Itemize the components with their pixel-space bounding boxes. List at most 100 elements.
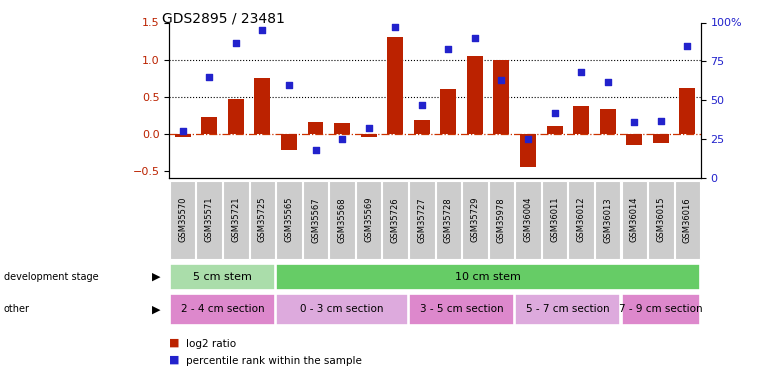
Point [548,110,561,116]
Bar [467,56,483,134]
FancyBboxPatch shape [489,180,514,259]
Text: GSM35726: GSM35726 [390,197,400,243]
Point [336,136,348,142]
Point [256,27,269,33]
Bar [254,78,270,134]
Point [575,69,588,75]
Point [310,147,322,153]
FancyBboxPatch shape [170,264,275,290]
Point [283,82,295,88]
FancyBboxPatch shape [648,180,674,259]
Text: development stage: development stage [4,272,99,282]
Point [416,102,428,108]
Bar [281,134,297,150]
Point [442,46,454,52]
Bar [228,99,244,134]
Point [363,125,375,131]
Point [203,74,216,80]
FancyBboxPatch shape [223,180,249,259]
Point [469,35,481,41]
Bar [334,123,350,134]
FancyBboxPatch shape [621,294,700,325]
Text: GSM36014: GSM36014 [630,197,639,243]
Point [522,136,534,142]
Text: ▶: ▶ [152,272,160,282]
Text: GSM35978: GSM35978 [497,197,506,243]
FancyBboxPatch shape [409,180,434,259]
Bar [573,105,589,134]
Text: GSM35728: GSM35728 [444,197,453,243]
FancyBboxPatch shape [170,180,196,259]
Text: GSM36004: GSM36004 [524,197,533,243]
Bar [413,120,430,134]
FancyBboxPatch shape [542,180,567,259]
Point [628,119,641,125]
Bar [626,134,642,145]
Point [654,117,667,123]
Text: GSM36011: GSM36011 [550,197,559,243]
FancyBboxPatch shape [568,180,594,259]
Bar [547,126,563,134]
Text: GSM35725: GSM35725 [258,197,267,243]
FancyBboxPatch shape [515,180,541,259]
FancyBboxPatch shape [170,294,275,325]
Point [601,79,614,85]
Text: 3 - 5 cm section: 3 - 5 cm section [420,304,504,314]
FancyBboxPatch shape [196,180,222,259]
FancyBboxPatch shape [249,180,275,259]
Text: 0 - 3 cm section: 0 - 3 cm section [300,304,383,314]
Text: GSM35727: GSM35727 [417,197,427,243]
Text: GSM35568: GSM35568 [337,197,346,243]
Point [681,43,694,49]
FancyBboxPatch shape [276,294,408,325]
Text: 2 - 4 cm section: 2 - 4 cm section [181,304,264,314]
Bar [679,88,695,134]
Text: GSM36015: GSM36015 [656,197,665,243]
FancyBboxPatch shape [303,180,328,259]
Text: 5 - 7 cm section: 5 - 7 cm section [526,304,610,314]
Text: GSM36013: GSM36013 [603,197,612,243]
FancyBboxPatch shape [356,180,381,259]
Text: GSM35571: GSM35571 [205,197,214,243]
FancyBboxPatch shape [276,180,302,259]
FancyBboxPatch shape [621,180,647,259]
Text: GSM36012: GSM36012 [577,197,586,243]
Text: ■: ■ [169,338,180,348]
Bar [387,38,403,134]
Text: 5 cm stem: 5 cm stem [193,272,252,282]
Text: ■: ■ [169,355,180,365]
Text: GSM35567: GSM35567 [311,197,320,243]
Bar [175,134,191,136]
Text: GSM35565: GSM35565 [284,197,293,243]
FancyBboxPatch shape [436,180,461,259]
Text: GDS2895 / 23481: GDS2895 / 23481 [162,11,285,25]
FancyBboxPatch shape [462,180,487,259]
Bar [600,109,616,134]
Point [495,77,507,83]
Text: ▶: ▶ [152,304,160,314]
Text: 7 - 9 cm section: 7 - 9 cm section [619,304,703,314]
FancyBboxPatch shape [383,180,408,259]
FancyBboxPatch shape [595,180,621,259]
Bar [494,60,510,134]
Bar [360,134,377,136]
Text: 10 cm stem: 10 cm stem [455,272,521,282]
Bar [307,122,323,134]
Bar [440,89,457,134]
FancyBboxPatch shape [330,180,355,259]
FancyBboxPatch shape [675,180,700,259]
FancyBboxPatch shape [276,264,700,290]
Bar [520,134,536,167]
Text: GSM35570: GSM35570 [178,197,187,243]
Text: GSM35729: GSM35729 [470,197,480,243]
Bar [201,117,217,134]
Point [229,40,242,46]
Text: percentile rank within the sample: percentile rank within the sample [186,356,362,366]
Text: other: other [4,304,30,314]
Text: log2 ratio: log2 ratio [186,339,236,349]
Point [176,128,189,135]
Point [389,24,401,30]
Bar [653,134,669,142]
Text: GSM35721: GSM35721 [231,197,240,243]
FancyBboxPatch shape [409,294,514,325]
